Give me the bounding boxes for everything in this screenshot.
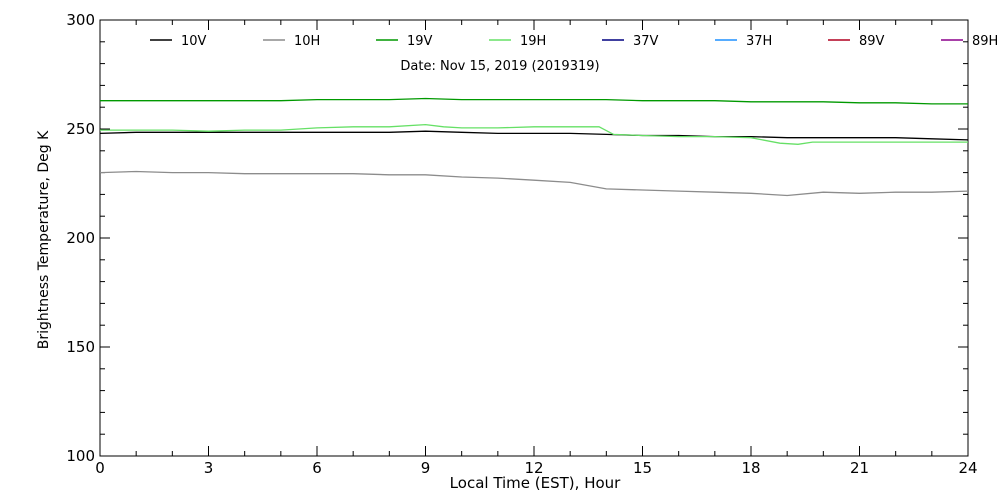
x-tick-label: 24 [958,459,977,477]
legend: 10V 10H 19V 19H 37V 37H 89V 89H [150,34,998,49]
x-tick-label: 6 [312,459,322,477]
x-tick-label: 21 [850,459,869,477]
x-tick-label: 0 [95,459,105,477]
y-axis-ticks: 100 150 200 250 300 [66,11,968,465]
series-line-19h [100,123,968,145]
y-axis-label: Brightness Temperature, Deg K [36,130,52,349]
x-tick-label: 18 [741,459,760,477]
series-lines [99,97,969,197]
x-axis-label: Local Time (EST), Hour [450,474,621,492]
chart-subtitle: Date: Nov 15, 2019 (2019319) [400,59,599,74]
x-tick-label: 12 [524,459,543,477]
legend-label-19v: 19V [407,34,433,49]
legend-label-10h: 10H [294,34,320,49]
x-tick-label: 3 [204,459,214,477]
legend-label-19h: 19H [520,34,546,49]
x-tick-label: 9 [421,459,431,477]
y-tick-label: 100 [66,447,95,465]
x-tick-label: 15 [633,459,652,477]
legend-label-89v: 89V [859,34,885,49]
y-tick-label: 200 [66,229,95,247]
legend-label-89h: 89H [972,34,998,49]
minor-ticks [100,20,968,456]
y-tick-label: 150 [66,338,95,356]
series-line-10h [99,170,969,197]
legend-label-37v: 37V [633,34,659,49]
plot-area-frame [99,19,969,457]
y-tick-label: 300 [66,11,95,29]
legend-label-37h: 37H [746,34,772,49]
series-line-10v [99,130,969,141]
series-line-19v [100,97,968,105]
legend-label-10v: 10V [181,34,207,49]
y-tick-label: 250 [66,120,95,138]
x-axis-ticks: 0 3 6 9 12 15 18 21 24 [95,20,978,477]
